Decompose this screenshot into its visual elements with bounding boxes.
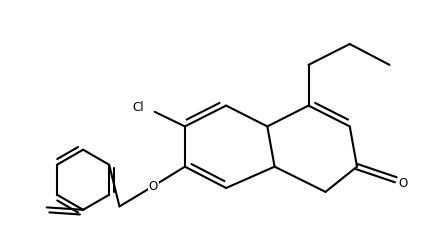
Text: O: O [149,180,158,192]
Text: O: O [398,177,408,190]
Text: Cl: Cl [132,100,144,114]
